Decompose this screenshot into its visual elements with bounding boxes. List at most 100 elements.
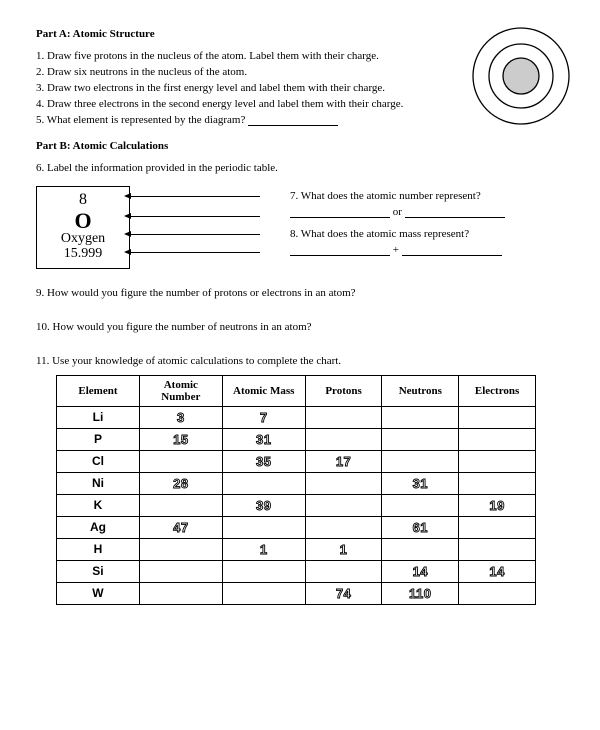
arrow-4	[130, 252, 260, 253]
question-8: 8. What does the atomic mass represent?	[290, 228, 564, 240]
value-cell[interactable]: 14	[382, 560, 459, 582]
element-mass: 15.999	[39, 246, 127, 261]
value-cell[interactable]	[222, 472, 305, 494]
arrow-3	[130, 234, 260, 235]
right-questions: 7. What does the atomic number represent…	[270, 186, 564, 260]
value-cell[interactable]: 7	[222, 406, 305, 428]
blank-q7b[interactable]	[405, 207, 505, 218]
value-cell[interactable]: 1	[222, 538, 305, 560]
periodic-row: 8 O Oxygen 15.999 7. What does the atomi…	[36, 186, 564, 269]
element-cell: Ni	[57, 472, 140, 494]
chart-col-header: Element	[57, 375, 140, 406]
table-row: Cl 3517	[57, 450, 536, 472]
value-cell[interactable]: 19	[459, 494, 536, 516]
question-10: 10. How would you figure the number of n…	[36, 321, 564, 333]
chart-col-header: Atomic Mass	[222, 375, 305, 406]
label-arrows	[130, 186, 270, 266]
question-9: 9. How would you figure the number of pr…	[36, 287, 564, 299]
value-cell[interactable]: 110	[382, 582, 459, 604]
element-atomic-number: 8	[39, 191, 127, 209]
element-name: Oxygen	[39, 232, 127, 247]
table-row: Si 1414	[57, 560, 536, 582]
value-cell[interactable]: 31	[382, 472, 459, 494]
table-row: Li37	[57, 406, 536, 428]
value-cell[interactable]	[305, 406, 382, 428]
table-row: H 11	[57, 538, 536, 560]
chart-head: ElementAtomic NumberAtomic MassProtonsNe…	[57, 375, 536, 406]
chart-col-header: Neutrons	[382, 375, 459, 406]
value-cell[interactable]	[222, 582, 305, 604]
value-cell[interactable]	[459, 472, 536, 494]
value-cell[interactable]	[222, 560, 305, 582]
value-cell[interactable]: 14	[459, 560, 536, 582]
value-cell[interactable]	[382, 428, 459, 450]
question-8-blanks: +	[290, 244, 564, 256]
element-cell: W	[57, 582, 140, 604]
chart-col-header: Atomic Number	[139, 375, 222, 406]
element-cell: Cl	[57, 450, 140, 472]
question-6: 6. Label the information provided in the…	[36, 162, 564, 174]
blank-q8a[interactable]	[290, 245, 390, 256]
question-11: 11. Use your knowledge of atomic calcula…	[36, 355, 564, 367]
element-symbol: O	[39, 209, 127, 232]
arrow-1	[130, 196, 260, 197]
value-cell[interactable]	[139, 538, 222, 560]
blank-q5[interactable]	[248, 115, 338, 126]
element-cell: P	[57, 428, 140, 450]
element-cell: Ag	[57, 516, 140, 538]
question-7: 7. What does the atomic number represent…	[290, 190, 564, 202]
arrow-2	[130, 216, 260, 217]
value-cell[interactable]: 3	[139, 406, 222, 428]
value-cell[interactable]	[382, 538, 459, 560]
value-cell[interactable]: 31	[222, 428, 305, 450]
value-cell[interactable]: 1	[305, 538, 382, 560]
chart-header-row: ElementAtomic NumberAtomic MassProtonsNe…	[57, 375, 536, 406]
atom-svg	[468, 23, 574, 129]
value-cell[interactable]	[459, 428, 536, 450]
value-cell[interactable]: 17	[305, 450, 382, 472]
q7-sep: or	[393, 206, 405, 218]
value-cell[interactable]	[305, 516, 382, 538]
element-cell: Si	[57, 560, 140, 582]
value-cell[interactable]	[139, 450, 222, 472]
value-cell[interactable]	[139, 494, 222, 516]
value-cell[interactable]: 74	[305, 582, 382, 604]
value-cell[interactable]	[459, 450, 536, 472]
chart-col-header: Protons	[305, 375, 382, 406]
question-5-text: 5. What element is represented by the di…	[36, 114, 248, 126]
element-box: 8 O Oxygen 15.999	[36, 186, 130, 269]
value-cell[interactable]	[382, 406, 459, 428]
chart-col-header: Electrons	[459, 375, 536, 406]
value-cell[interactable]: 35	[222, 450, 305, 472]
value-cell[interactable]: 47	[139, 516, 222, 538]
part-a-section: Part A: Atomic Structure 1. Draw five pr…	[36, 28, 564, 126]
blank-q7a[interactable]	[290, 207, 390, 218]
value-cell[interactable]	[459, 538, 536, 560]
value-cell[interactable]	[305, 560, 382, 582]
table-row: W 74110	[57, 582, 536, 604]
value-cell[interactable]	[382, 450, 459, 472]
value-cell[interactable]	[382, 494, 459, 516]
value-cell[interactable]	[305, 472, 382, 494]
table-row: K 39 19	[57, 494, 536, 516]
value-cell[interactable]: 28	[139, 472, 222, 494]
table-row: Ni28 31	[57, 472, 536, 494]
value-cell[interactable]	[139, 560, 222, 582]
element-cell: H	[57, 538, 140, 560]
atomic-chart: ElementAtomic NumberAtomic MassProtonsNe…	[56, 375, 536, 605]
element-cell: K	[57, 494, 140, 516]
value-cell[interactable]: 61	[382, 516, 459, 538]
value-cell[interactable]	[459, 406, 536, 428]
value-cell[interactable]: 15	[139, 428, 222, 450]
value-cell[interactable]: 39	[222, 494, 305, 516]
value-cell[interactable]	[305, 428, 382, 450]
blank-q8b[interactable]	[402, 245, 502, 256]
value-cell[interactable]	[459, 516, 536, 538]
part-b-section: Part B: Atomic Calculations 6. Label the…	[36, 140, 564, 605]
value-cell[interactable]	[222, 516, 305, 538]
value-cell[interactable]	[305, 494, 382, 516]
question-7-blanks: or	[290, 206, 564, 218]
value-cell[interactable]	[459, 582, 536, 604]
table-row: P1531	[57, 428, 536, 450]
value-cell[interactable]	[139, 582, 222, 604]
